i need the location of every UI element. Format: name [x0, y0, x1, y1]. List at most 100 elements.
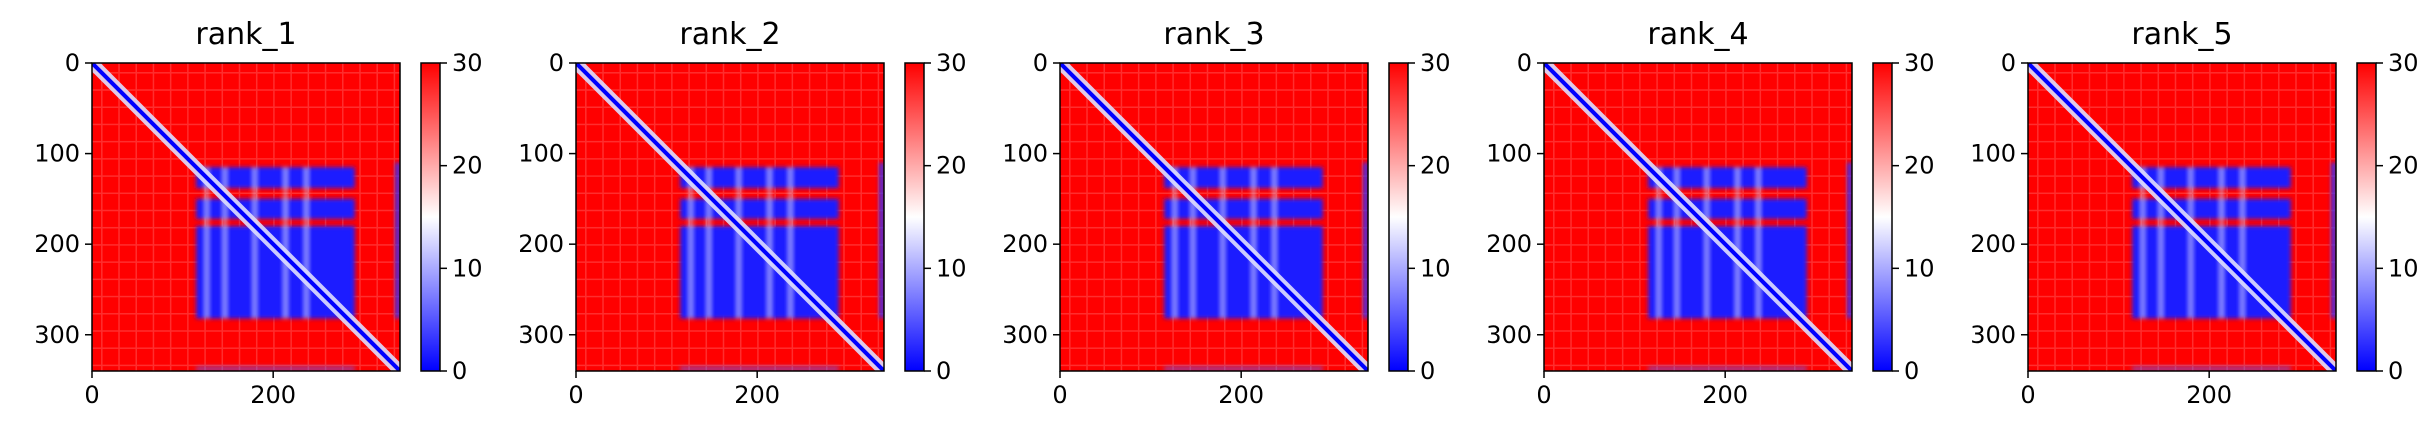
block-seam [1736, 167, 1740, 319]
block-seam [2141, 167, 2145, 319]
y-tick-label: 100 [1970, 140, 2016, 168]
y-tick-label: 100 [34, 140, 80, 168]
x-tick-label: 200 [250, 381, 296, 409]
panel-title: rank_3 [1163, 17, 1264, 52]
diagonal [576, 63, 884, 371]
block-seam [284, 167, 288, 319]
panel-5: rank_5 0 200 0 100 200 300 0 10 20 30 [1970, 17, 2418, 409]
colorbar-tick-label: 10 [936, 254, 967, 282]
panel-title: rank_1 [195, 17, 296, 52]
colorbar-tick-label: 20 [936, 152, 967, 180]
colorbar-tick-label: 20 [1904, 152, 1935, 180]
diagonal [92, 63, 400, 371]
edge-strip [2331, 162, 2336, 319]
edge-strip [395, 162, 400, 319]
x-tick-label: 0 [2020, 381, 2035, 409]
block [1164, 198, 1323, 219]
diagonal [1544, 63, 1852, 371]
x-tick-label: 0 [84, 381, 99, 409]
colorbar-tick-label: 30 [452, 49, 483, 77]
colorbar-frame [904, 62, 925, 372]
bottom-strip [196, 366, 355, 371]
block-seam [2220, 167, 2224, 319]
bottom-strip [680, 366, 839, 371]
axes-frame [1543, 62, 1853, 372]
y-tick-label: 300 [518, 321, 564, 349]
block-seam [707, 167, 711, 319]
block [2132, 198, 2291, 219]
colorbar-gradient [905, 63, 924, 371]
colorbar-tick-label: 20 [1420, 152, 1451, 180]
y-tick-label: 300 [34, 321, 80, 349]
colorbar-tick-label: 30 [936, 49, 967, 77]
block-seam [304, 167, 308, 319]
colorbar-gradient [1389, 63, 1408, 371]
colorbar-tick-label: 10 [2388, 254, 2419, 282]
colorbar: 0 10 20 30 [1872, 49, 1935, 385]
y-tick-label: 0 [1517, 49, 1532, 77]
block [1648, 167, 1807, 189]
y-tick-label: 100 [1002, 140, 1048, 168]
block-seam [223, 167, 227, 319]
x-tick-label: 200 [734, 381, 780, 409]
bottom-strip [1164, 366, 1323, 371]
edge-strip [1363, 162, 1368, 319]
block-seam [253, 167, 257, 319]
block-seam [1221, 167, 1225, 319]
colorbar-gradient [2357, 63, 2376, 371]
axes-frame [91, 62, 401, 372]
colorbar-tick-label: 10 [1904, 254, 1935, 282]
block [196, 167, 355, 189]
block [2132, 167, 2291, 189]
colorbar-tick-label: 10 [1420, 254, 1451, 282]
y-tick-label: 200 [1486, 230, 1532, 258]
block-seam [1173, 167, 1177, 319]
block-seam [205, 167, 209, 319]
y-tick-label: 200 [1002, 230, 1048, 258]
block-seam [1252, 167, 1256, 319]
x-tick-label: 0 [568, 381, 583, 409]
colorbar-tick-label: 0 [1420, 357, 1435, 385]
colorbar-tick-label: 0 [452, 357, 467, 385]
y-tick-label: 200 [34, 230, 80, 258]
panel-4: rank_4 0 200 0 100 200 300 0 10 20 30 [1486, 17, 1934, 409]
diagonal [2028, 63, 2336, 371]
panel-2: rank_2 0 200 0 100 200 300 0 10 20 30 [518, 17, 966, 409]
y-tick-label: 0 [549, 49, 564, 77]
diagonal [1060, 63, 1368, 371]
colorbar-tick-label: 0 [2388, 357, 2403, 385]
block-seam [2189, 167, 2193, 319]
colorbar-tick-label: 30 [1420, 49, 1451, 77]
colorbar: 0 10 20 30 [420, 49, 483, 385]
axes-frame [1059, 62, 1369, 372]
heatmap [1544, 63, 1852, 371]
panel-1: rank_1 0 200 0 100 200 300 0 10 20 30 [34, 17, 482, 409]
y-tick-label: 300 [1970, 321, 2016, 349]
x-tick-label: 200 [1702, 381, 1748, 409]
block-seam [768, 167, 772, 319]
block-seam [1756, 167, 1760, 319]
block-seam [1675, 167, 1679, 319]
colorbar-tick-label: 10 [452, 254, 483, 282]
colorbar-tick-label: 0 [936, 357, 951, 385]
colorbar-tick-label: 20 [2388, 152, 2419, 180]
heatmap [576, 63, 884, 371]
block-seam [1191, 167, 1195, 319]
x-tick-label: 200 [2186, 381, 2232, 409]
colorbar-tick-label: 30 [2388, 49, 2419, 77]
panel-title: rank_4 [1647, 17, 1748, 52]
x-tick-label: 0 [1536, 381, 1551, 409]
colorbar-gradient [421, 63, 440, 371]
colorbar-frame [2356, 62, 2377, 372]
heatmap [1060, 63, 1368, 371]
block [196, 198, 355, 219]
block-seam [737, 167, 741, 319]
axes-frame [2027, 62, 2337, 372]
y-tick-label: 100 [518, 140, 564, 168]
colorbar: 0 10 20 30 [904, 49, 967, 385]
colorbar-gradient [1873, 63, 1892, 371]
y-tick-label: 300 [1486, 321, 1532, 349]
block-seam [1272, 167, 1276, 319]
block-seam [2159, 167, 2163, 319]
